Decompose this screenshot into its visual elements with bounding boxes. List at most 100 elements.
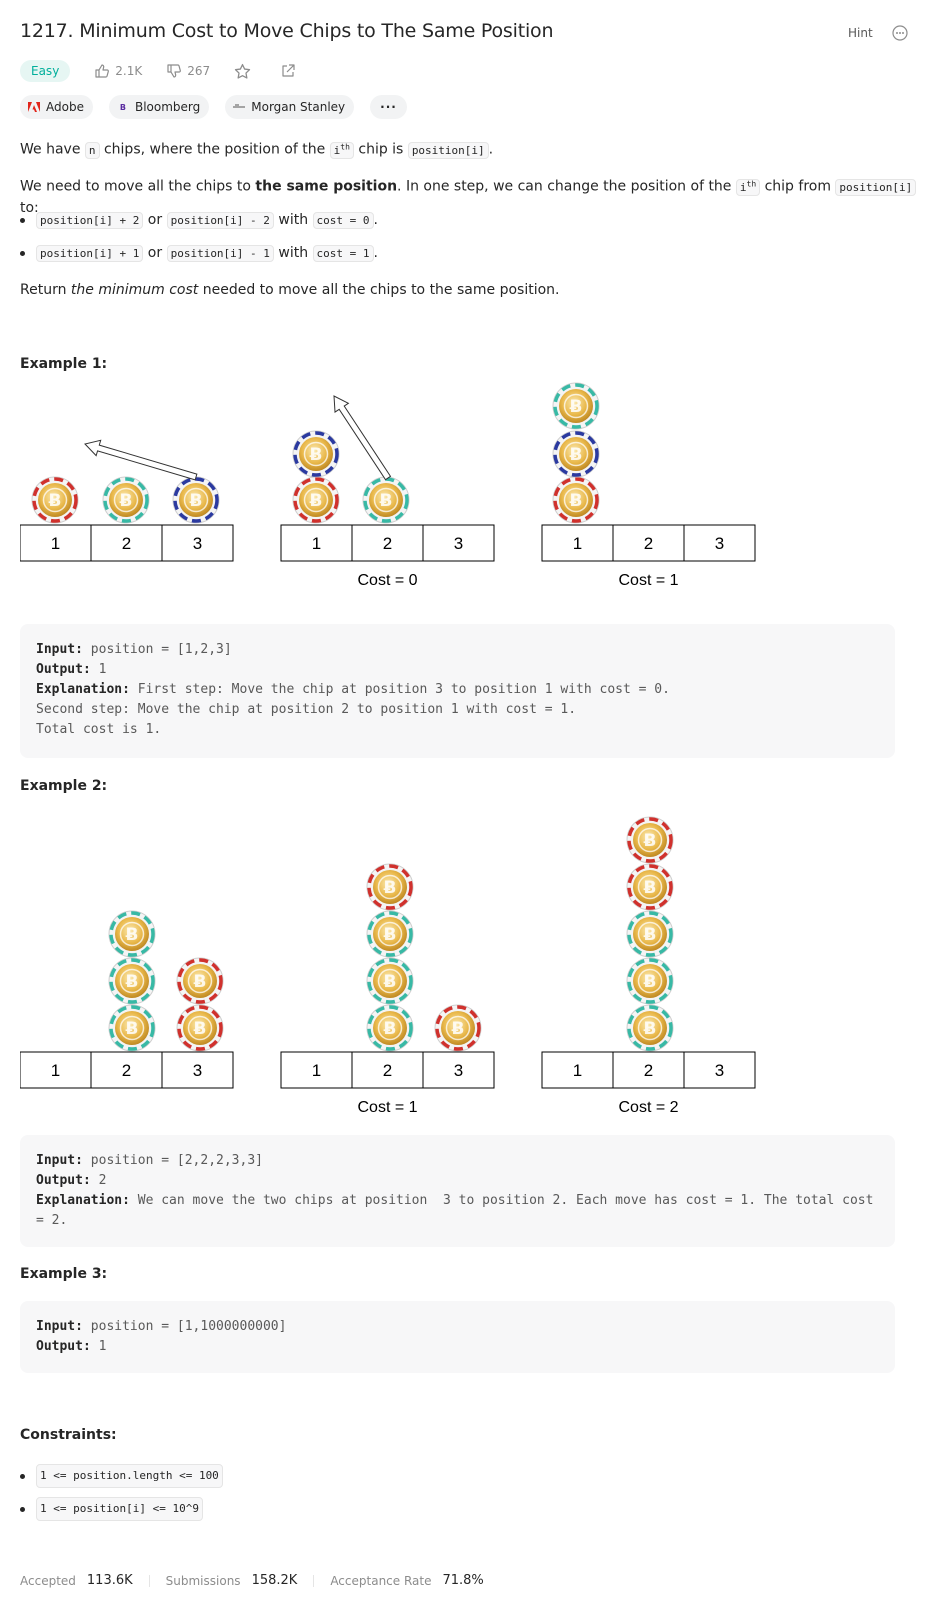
svg-text:Ƀ: Ƀ (384, 972, 397, 992)
position-cell (90, 1051, 163, 1089)
bitcoin-chip-icon: Ƀ (366, 1004, 414, 1052)
thumbs-up-icon (95, 64, 110, 78)
rule-bullet-1: position[i] + 2 or position[i] - 2 with … (20, 210, 378, 231)
position-cell (280, 1051, 353, 1089)
svg-text:Ƀ: Ƀ (49, 491, 62, 511)
thumbs-down-icon (167, 64, 182, 78)
submissions-value: 158.2K (251, 1573, 298, 1588)
dislike-button[interactable]: 267 (166, 63, 210, 79)
position-cell (20, 524, 92, 562)
company-tag-morgan-stanley[interactable]: Morgan Stanley (225, 95, 355, 119)
favorite-button[interactable] (234, 63, 256, 80)
svg-text:Ƀ: Ƀ (644, 925, 657, 945)
like-count: 2.1K (115, 64, 143, 78)
bitcoin-chip-icon: Ƀ (626, 816, 674, 864)
position-board: 1 2 3 Cost = 0 (280, 524, 495, 589)
company-tags: Adobe B Bloomberg Morgan Stanley ··· (20, 95, 423, 119)
cost-label: Cost = 2 (618, 1099, 678, 1116)
morgan-stanley-logo-icon (233, 101, 246, 113)
problem-title: 1217. Minimum Cost to Move Chips to The … (20, 20, 554, 42)
example-1-figure: 1 2 3 1 2 3 Cost = 0 1 2 3 Cost = 1 Ƀ Ƀ Ƀ Ƀ Ƀ Ƀ Ƀ Ƀ Ƀ (20, 382, 756, 589)
svg-text:Ƀ: Ƀ (126, 925, 139, 945)
position-cell-label: 2 (644, 534, 653, 553)
move-arrow-icon (333, 395, 392, 481)
svg-text:Ƀ: Ƀ (126, 972, 139, 992)
svg-text:Ƀ: Ƀ (570, 445, 583, 465)
bitcoin-chip-icon: Ƀ (362, 476, 410, 524)
bitcoin-chip-icon: Ƀ (434, 1004, 482, 1052)
description-paragraph-1: We have n chips, where the position of t… (20, 141, 494, 159)
svg-text:Ƀ: Ƀ (190, 491, 203, 511)
bitcoin-chip-icon: Ƀ (552, 476, 600, 524)
dislike-count: 267 (187, 64, 211, 78)
company-tag-adobe[interactable]: Adobe (20, 95, 93, 119)
more-companies-button[interactable]: ··· (370, 95, 407, 119)
bitcoin-chip-icon: Ƀ (552, 430, 600, 478)
share-icon (282, 64, 295, 77)
cost-label: Cost = 1 (357, 1099, 417, 1116)
svg-text:Ƀ: Ƀ (194, 972, 207, 992)
bitcoin-chip-icon: Ƀ (292, 430, 340, 478)
rule-bullet-2: position[i] + 1 or position[i] - 1 with … (20, 243, 378, 264)
acceptance-rate-value: 71.8% (442, 1573, 484, 1588)
cost-label: Cost = 0 (357, 572, 417, 589)
bitcoin-chip-icon: Ƀ (108, 910, 156, 958)
bitcoin-chip-icon: Ƀ (626, 957, 674, 1005)
bitcoin-chip-icon: Ƀ (176, 957, 224, 1005)
move-arrow-icon (84, 439, 198, 481)
position-cell (422, 524, 495, 562)
hint-button[interactable]: Hint (848, 26, 873, 40)
svg-text:Ƀ: Ƀ (644, 831, 657, 851)
position-cell (541, 524, 614, 562)
bitcoin-chip-icon: Ƀ (292, 476, 340, 524)
more-options-icon[interactable] (892, 25, 908, 41)
difficulty-badge: Easy (20, 60, 71, 82)
position-cell (161, 1051, 234, 1089)
position-cell (612, 1051, 685, 1089)
position-cell (161, 524, 234, 562)
constraint-item: 1 <= position.length <= 100 (20, 1464, 223, 1488)
constraints-heading: Constraints: (20, 1427, 117, 1443)
company-name: Bloomberg (134, 100, 201, 114)
bitcoin-chip-icon: Ƀ (366, 863, 414, 911)
bitcoin-chip-icon: Ƀ (102, 476, 150, 524)
svg-text:Ƀ: Ƀ (384, 878, 397, 898)
share-button[interactable] (280, 63, 301, 79)
position-board: 1 2 3 Cost = 1 (541, 524, 756, 589)
submission-stats: Accepted 113.6K Submissions 158.2K Accep… (20, 1573, 484, 1588)
svg-text:Ƀ: Ƀ (570, 397, 583, 417)
position-cell-label: 2 (122, 534, 131, 553)
position-board: 1 2 3 Cost = 1 (280, 1051, 495, 1116)
svg-text:Ƀ: Ƀ (120, 491, 133, 511)
svg-text:Ƀ: Ƀ (570, 491, 583, 511)
example-3-code-block: Input: position = [1,1000000000] Output:… (20, 1301, 895, 1373)
position-cell (612, 524, 685, 562)
svg-text:Ƀ: Ƀ (310, 445, 323, 465)
position-cell-label: 2 (644, 1061, 653, 1080)
svg-text:Ƀ: Ƀ (380, 491, 393, 511)
bloomberg-logo-icon: B (119, 102, 127, 112)
submissions-label: Submissions (165, 1573, 241, 1588)
like-button[interactable]: 2.1K (94, 63, 142, 79)
cost-label: Cost = 1 (618, 572, 678, 589)
position-cell (683, 1051, 756, 1089)
example-2-code-block: Input: position = [2,2,2,3,3] Output: 2 … (20, 1135, 895, 1247)
position-cell-label: 2 (383, 534, 392, 553)
acceptance-rate-label: Acceptance Rate (330, 1573, 432, 1588)
example-2-heading: Example 2: (20, 778, 108, 794)
position-cell-label: 1 (573, 534, 582, 553)
bitcoin-chip-icon: Ƀ (366, 957, 414, 1005)
position-cell-label: 3 (454, 534, 463, 553)
accepted-label: Accepted (20, 1573, 76, 1588)
position-cell-label: 3 (715, 1061, 724, 1080)
example-1-heading: Example 1: (20, 356, 108, 372)
position-cell (20, 1051, 92, 1089)
accepted-value: 113.6K (86, 1573, 133, 1588)
bitcoin-chip-icon: Ƀ (626, 1004, 674, 1052)
bitcoin-chip-icon: Ƀ (172, 476, 220, 524)
position-board: 1 2 3 (20, 524, 234, 562)
company-tag-bloomberg[interactable]: B Bloomberg (108, 95, 210, 119)
position-cell (351, 524, 424, 562)
position-cell-label: 2 (383, 1061, 392, 1080)
bitcoin-chip-icon: Ƀ (108, 1004, 156, 1052)
